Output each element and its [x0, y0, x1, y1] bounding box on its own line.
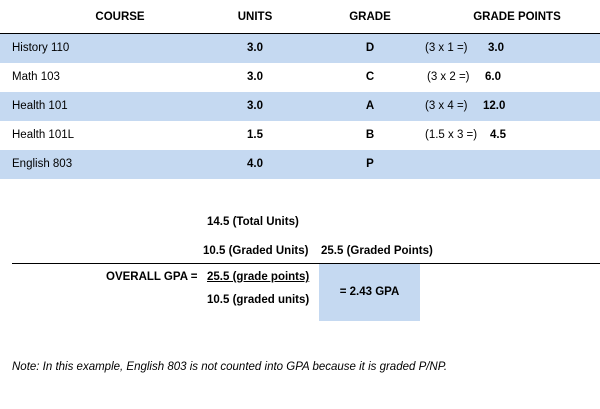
row-units: 1.5 — [247, 129, 263, 141]
gpa-result: = 2.43 GPA — [339, 286, 400, 298]
table-row: Health 101L 1.5 B (1.5 x 3 =) 4.5 — [0, 121, 600, 150]
header-grade: GRADE — [349, 11, 391, 23]
table-row: English 803 4.0 P — [0, 150, 600, 179]
row-calc: (1.5 x 3 =) — [425, 129, 478, 141]
total-units: 14.5 (Total Units) — [207, 216, 299, 228]
gpa-numerator: 25.5 (grade points) — [207, 271, 310, 283]
header-grade-points: GRADE POINTS — [473, 11, 561, 23]
row-grade: A — [365, 100, 375, 112]
row-units: 3.0 — [247, 71, 263, 83]
table-row: Health 101 3.0 A (3 x 4 =) 12.0 — [0, 92, 600, 121]
gpa-denominator: 10.5 (graded units) — [207, 294, 310, 306]
graded-units: 10.5 (Graded Units) — [203, 245, 309, 257]
row-units: 4.0 — [247, 158, 263, 170]
header-units: UNITS — [237, 11, 273, 23]
row-course: Health 101 — [12, 100, 68, 112]
header-divider — [0, 33, 600, 34]
row-points: 6.0 — [485, 71, 501, 83]
gpa-label: OVERALL GPA = — [106, 271, 198, 283]
gpa-result-box — [319, 264, 420, 321]
row-units: 3.0 — [247, 42, 263, 54]
row-points: 4.5 — [490, 129, 506, 141]
row-course: English 803 — [12, 158, 73, 170]
footnote: Note: In this example, English 803 is no… — [12, 361, 448, 373]
header-course: COURSE — [95, 11, 145, 23]
row-grade: D — [365, 42, 375, 54]
row-course: Health 101L — [12, 129, 75, 141]
row-grade: C — [365, 71, 375, 83]
row-points: 12.0 — [483, 100, 506, 112]
row-grade: P — [366, 158, 374, 170]
table-row: Math 103 3.0 C (3 x 2 =) 6.0 — [0, 63, 600, 92]
row-points: 3.0 — [488, 42, 504, 54]
row-calc: (3 x 1 =) — [425, 42, 468, 54]
row-calc: (3 x 2 =) — [427, 71, 470, 83]
table-row: History 110 3.0 D (3 x 1 =) 3.0 — [0, 34, 600, 63]
row-units: 3.0 — [247, 100, 263, 112]
graded-points: 25.5 (Graded Points) — [321, 245, 433, 257]
summary-divider — [12, 263, 600, 264]
row-grade: B — [365, 129, 375, 141]
row-course: Math 103 — [12, 71, 60, 83]
row-calc: (3 x 4 =) — [425, 100, 468, 112]
row-course: History 110 — [12, 42, 70, 54]
